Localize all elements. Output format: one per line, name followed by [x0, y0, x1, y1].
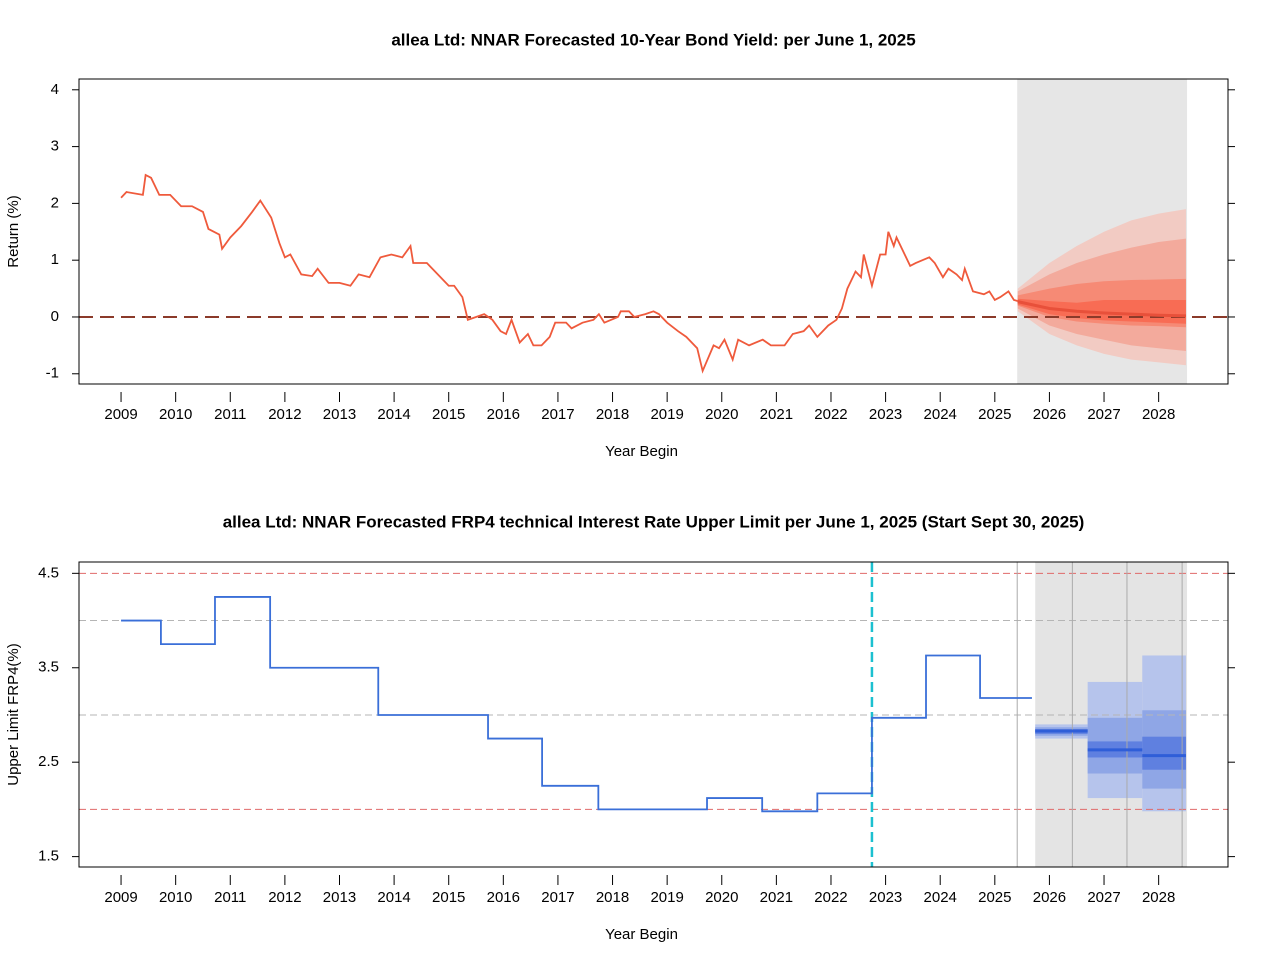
- x-tick-label: 2014: [377, 889, 410, 906]
- x-tick-label: 2022: [814, 889, 847, 906]
- y-tick-label: -1: [46, 365, 59, 382]
- x-tick-label: 2027: [1087, 889, 1120, 906]
- x-tick-label: 2011: [214, 889, 246, 906]
- x-tick-label: 2025: [978, 406, 1011, 423]
- forecast-band: [1017, 298, 1186, 324]
- x-tick-label: 2017: [541, 889, 574, 906]
- data-line: [121, 596, 1032, 813]
- x-tick-label: 2026: [1033, 889, 1066, 906]
- y-axis-label: Return (%): [5, 195, 22, 268]
- chart-title: allea Ltd: NNAR Forecasted FRP4 technica…: [223, 512, 1085, 531]
- data-line: [120, 173, 1019, 374]
- x-tick-label: 2016: [487, 889, 520, 906]
- plot-frame: [78, 561, 1229, 868]
- x-tick-label: 2019: [650, 406, 683, 423]
- x-tick-label: 2024: [924, 889, 957, 906]
- y-tick-label: 2.5: [38, 753, 59, 770]
- x-tick-label: 2013: [323, 406, 356, 423]
- y-tick-label: 4: [51, 81, 59, 98]
- y-tick-label: 1: [51, 251, 59, 268]
- y-tick-label: 1.5: [38, 848, 59, 865]
- x-tick-label: 2018: [596, 889, 629, 906]
- y-tick-label: 2: [51, 194, 59, 211]
- y-tick-label: 4.5: [38, 564, 59, 581]
- x-tick-label: 2023: [869, 406, 902, 423]
- x-axis-label: Year Begin: [605, 926, 678, 943]
- y-tick-label: 0: [51, 308, 59, 325]
- y-axis-label: Upper Limit FRP4(%): [5, 643, 22, 786]
- x-tick-label: 2014: [377, 406, 410, 423]
- x-axis-label: Year Begin: [605, 443, 678, 460]
- x-tick-label: 2015: [432, 889, 465, 906]
- x-tick-label: 2021: [760, 889, 793, 906]
- x-tick-label: 2026: [1033, 406, 1066, 423]
- x-tick-label: 2022: [814, 406, 847, 423]
- chart-title: allea Ltd: NNAR Forecasted 10-Year Bond …: [391, 30, 915, 49]
- x-tick-label: 2009: [104, 406, 137, 423]
- x-tick-label: 2010: [159, 406, 192, 423]
- x-tick-label: 2028: [1142, 889, 1175, 906]
- x-tick-label: 2018: [596, 406, 629, 423]
- plot-frame: [78, 78, 1229, 385]
- x-tick-label: 2012: [268, 406, 301, 423]
- x-tick-label: 2024: [924, 406, 957, 423]
- x-tick-label: 2012: [268, 889, 301, 906]
- forecast-band: [1142, 736, 1186, 770]
- x-tick-label: 2020: [705, 889, 738, 906]
- x-tick-label: 2013: [323, 889, 356, 906]
- x-tick-label: 2017: [541, 406, 574, 423]
- x-tick-label: 2016: [487, 406, 520, 423]
- x-tick-label: 2021: [760, 406, 793, 423]
- x-tick-label: 2019: [650, 889, 683, 906]
- x-tick-label: 2009: [104, 889, 137, 906]
- forecast-mean: [1017, 300, 1186, 318]
- x-tick-label: 2010: [159, 889, 192, 906]
- y-tick-label: 3.5: [38, 659, 59, 676]
- x-tick-label: 2027: [1087, 406, 1120, 423]
- x-tick-label: 2020: [705, 406, 738, 423]
- x-tick-label: 2025: [978, 889, 1011, 906]
- x-tick-label: 2023: [869, 889, 902, 906]
- x-tick-label: 2028: [1142, 406, 1175, 423]
- x-tick-label: 2015: [432, 406, 465, 423]
- x-tick-label: 2011: [214, 406, 246, 423]
- y-tick-label: 3: [51, 138, 59, 155]
